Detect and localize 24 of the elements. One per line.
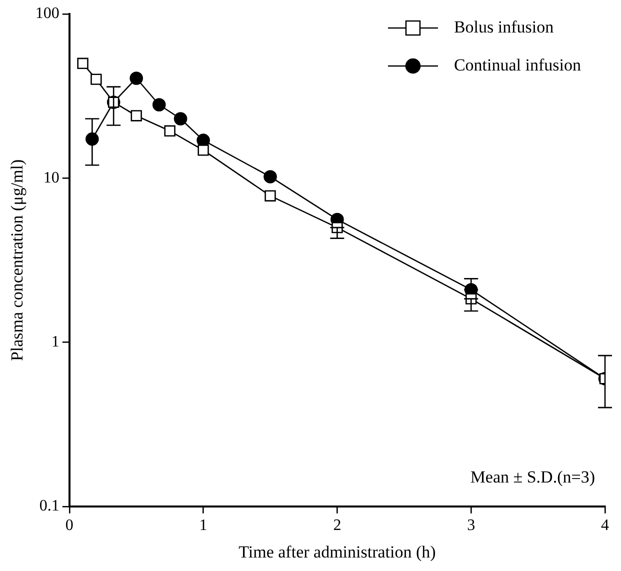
point (130, 72, 143, 85)
point (198, 144, 209, 156)
x-tick-label: 3 (467, 517, 476, 534)
point (77, 58, 88, 70)
point (264, 190, 276, 202)
annotation: Mean ± S.D.(n=3) (470, 467, 595, 486)
x-tick-label: 1 (199, 517, 208, 534)
point (130, 110, 142, 122)
point (174, 112, 188, 126)
point (264, 170, 277, 184)
point (90, 74, 102, 85)
legend-label: Continual infusion (454, 55, 582, 74)
y-axis-title: Plasma concentration (μg/ml) (8, 159, 27, 362)
legend-label: Bolus infusion (454, 17, 554, 36)
x-tick-label: 4 (601, 517, 609, 534)
y-tick-label: 10 (43, 169, 60, 186)
point (164, 125, 176, 136)
y-tick-label: 1 (51, 333, 60, 350)
y-tick-label: 0.1 (39, 498, 60, 515)
x-tick-label: 0 (65, 517, 74, 534)
x-tick-label: 2 (333, 517, 342, 534)
y-tick-label: 100 (35, 5, 60, 22)
x-axis-title: Time after administration (h) (238, 542, 436, 562)
point (152, 98, 166, 112)
